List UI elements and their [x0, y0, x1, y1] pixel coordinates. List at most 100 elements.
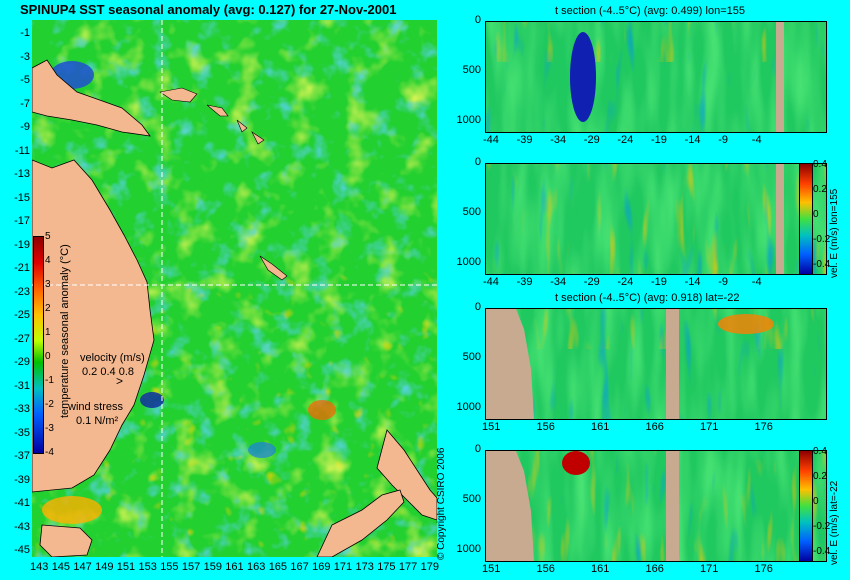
cool-patch — [248, 442, 276, 458]
new-britain-landmass — [159, 87, 198, 103]
panel-colorbar-tick: 0.2 — [813, 471, 827, 482]
panel-x-tick: 161 — [591, 421, 610, 433]
panel-x-tick: -44 — [483, 276, 499, 288]
panel-colorbar-label: vel. E (m/s) lat=-22 — [829, 480, 840, 565]
lon-tick-label: 171 — [333, 561, 353, 573]
panel-x-tick: 166 — [645, 421, 664, 433]
panel-x-tick: 176 — [754, 421, 773, 433]
panel-title: t section (-4..5°C) (avg: 0.499) lon=155 — [555, 5, 745, 17]
land-mask — [666, 451, 679, 561]
lat-tick-label: -1 — [20, 27, 30, 39]
panel-x-tick: -34 — [550, 276, 567, 288]
colorbar-tick-label: -3 — [45, 423, 54, 434]
lat-tick-label: -43 — [14, 520, 30, 533]
lon-tick-label: 143 — [30, 561, 49, 573]
velocity-arrow-icon: > — [116, 374, 124, 388]
wind-legend-value: 0.1 N/m² — [76, 415, 119, 427]
panel-x-tick: 151 — [482, 421, 501, 433]
panel-x-tick: 151 — [482, 563, 501, 575]
land-mask — [666, 309, 679, 419]
land-mask — [486, 451, 534, 561]
panel-y-tick: 0 — [474, 156, 481, 168]
panel-colorbar-tick: 0.4 — [813, 446, 827, 457]
sst-map-canvas — [31, 20, 438, 558]
panel-colorbar-tick: -0.2 — [813, 234, 831, 245]
panel-colorbar — [799, 163, 813, 275]
warm-patch — [308, 400, 336, 420]
solomon-islands-landmass — [206, 104, 265, 145]
new-guinea-landmass — [31, 59, 151, 137]
warm-anomaly — [718, 314, 774, 334]
panel-x-tick: -24 — [617, 276, 634, 288]
panel-x-tick: -24 — [617, 134, 634, 146]
lat-tick-label: -41 — [14, 497, 30, 509]
land-mask — [776, 22, 784, 132]
section-plot — [485, 308, 827, 420]
lat-tick-label: -9 — [20, 121, 30, 133]
section-cool-pattern — [486, 451, 826, 561]
panel-x-tick: 156 — [536, 421, 555, 433]
lat-tick-label: -37 — [14, 450, 30, 462]
section-cool-pattern — [486, 164, 826, 274]
section-plot — [485, 21, 827, 133]
colorbar-tick-label: 3 — [45, 279, 51, 290]
lon-tick-label: 155 — [160, 561, 179, 573]
panel-y-tick: 1000 — [456, 543, 481, 555]
lon-tick-label: 169 — [312, 561, 331, 573]
sst-map — [31, 20, 438, 558]
lon-tick-label: 175 — [377, 561, 396, 573]
panel-x-tick: 166 — [645, 563, 664, 575]
panel-y-tick: 1000 — [456, 256, 481, 268]
panel-x-tick: 176 — [754, 563, 773, 575]
lat-tick-label: -7 — [20, 97, 30, 110]
velocity-legend-values: 0.2 0.4 0.8 — [82, 366, 134, 378]
australia-landmass — [31, 159, 155, 493]
lon-tick-label: 145 — [51, 561, 71, 573]
lon-tick-label: 177 — [398, 561, 418, 573]
panel-x-tick: -44 — [483, 134, 499, 146]
lat-tick-label: -25 — [14, 309, 30, 321]
lat-tick-label: -15 — [14, 191, 30, 204]
velocity-legend-label: velocity (m/s) — [80, 352, 145, 364]
lon-tick-label: 153 — [138, 561, 157, 573]
lon-tick-label: 157 — [181, 561, 201, 573]
panel-x-tick: -4 — [751, 134, 762, 146]
colorbar-tick-label: 1 — [45, 327, 51, 338]
lat-tick-label: -21 — [14, 262, 30, 274]
lat-tick-label: -23 — [14, 285, 30, 298]
panel-colorbar-label: vel. E (m/s) lon=155 — [829, 188, 840, 278]
panel-x-tick: -29 — [583, 276, 600, 288]
panel-y-tick: 0 — [474, 443, 481, 455]
colorbar-tick-label: 4 — [45, 255, 51, 266]
new-caledonia-landmass — [259, 255, 288, 281]
lat-tick-label: -3 — [20, 50, 30, 63]
colorbar-tick-label: 0 — [45, 351, 51, 362]
panel-colorbar-tick: -0.4 — [813, 546, 831, 557]
section-plot — [485, 450, 827, 562]
section-cool-pattern — [486, 22, 826, 132]
panel-colorbar-tick: -0.4 — [813, 259, 831, 270]
lon-tick-label: 149 — [95, 561, 114, 573]
panel-x-tick: 171 — [700, 563, 719, 575]
panel-x-tick: 161 — [591, 563, 610, 575]
lat-tick-label: -29 — [14, 356, 30, 368]
panel-x-tick: -34 — [550, 134, 567, 146]
map-colorbar — [33, 236, 44, 454]
panel-x-tick: -39 — [516, 134, 533, 146]
panel-y-tick: 1000 — [456, 114, 481, 126]
lon-tick-label: 173 — [355, 561, 374, 573]
panel-colorbar-tick: 0 — [813, 496, 819, 507]
lon-tick-label: 151 — [116, 561, 136, 573]
map-colorbar-label: temperature seasonal anomaly (°C) — [59, 244, 71, 418]
panel-x-tick: 156 — [536, 563, 555, 575]
warm-patch — [42, 496, 102, 524]
lon-tick-label: 167 — [290, 561, 309, 573]
panel-x-tick: -19 — [651, 134, 667, 146]
lon-tick-label: 163 — [247, 561, 266, 573]
panel-colorbar-tick: 0.2 — [813, 184, 827, 195]
panel-y-tick: 500 — [462, 493, 481, 505]
colorbar-tick-label: 5 — [45, 231, 51, 242]
panel-colorbar-tick: -0.2 — [813, 521, 831, 532]
panel-x-tick: -9 — [718, 134, 728, 146]
lat-tick-label: -39 — [14, 473, 30, 486]
